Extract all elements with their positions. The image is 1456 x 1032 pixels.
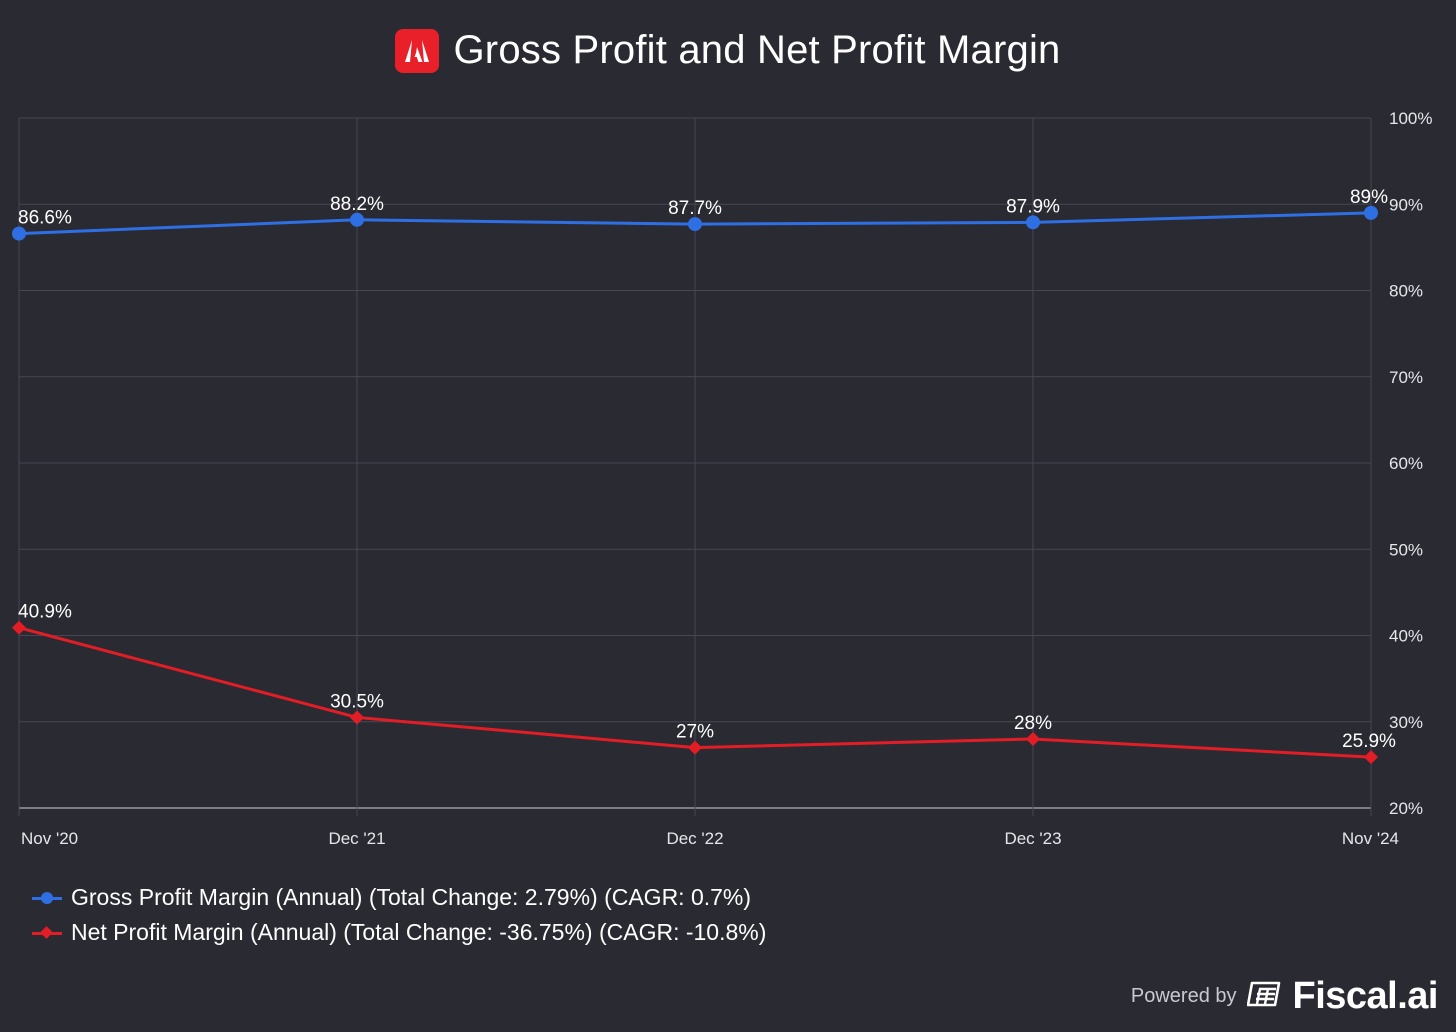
- x-tick-label: Dec '22: [666, 829, 723, 848]
- legend: Gross Profit Margin (Annual) (Total Chan…: [32, 880, 766, 950]
- data-point: [1364, 750, 1378, 765]
- data-labels: 86.6% 88.2% 87.7% 87.9% 89% 40.9% 30.5% 27% 28% 2…: [18, 187, 1396, 752]
- data-label: 27%: [676, 722, 714, 743]
- data-label: 28%: [1014, 713, 1052, 734]
- x-tick-label: Nov '24: [1342, 829, 1399, 848]
- fiscal-ai-logo-icon: [1246, 979, 1283, 1014]
- legend-label-net: Net Profit Margin (Annual) (Total Change…: [71, 919, 767, 945]
- y-tick-label: 60%: [1389, 454, 1423, 473]
- data-point: [12, 226, 26, 241]
- data-label: 88.2%: [330, 194, 384, 215]
- data-point: [688, 217, 702, 232]
- grid-layer: [18, 117, 1372, 816]
- line-chart: 100% 90% 80% 70% 60% 50% 40% 30% 20% Nov '20 Dec '…: [12, 109, 1432, 848]
- y-tick-label: 30%: [1389, 713, 1423, 732]
- data-point: [350, 710, 364, 725]
- data-point: [688, 740, 702, 755]
- y-tick-label: 80%: [1389, 282, 1423, 301]
- data-point: [1026, 215, 1040, 230]
- legend-swatch-net: [32, 925, 62, 939]
- data-point: [350, 212, 364, 227]
- y-tick-label: 90%: [1389, 195, 1423, 214]
- adobe-logo-icon: [395, 28, 440, 73]
- data-point: [12, 620, 26, 635]
- legend-swatch-gross: [32, 891, 62, 904]
- y-tick-label: 50%: [1389, 540, 1423, 559]
- y-tick-label: 100%: [1389, 109, 1432, 128]
- x-tick-label: Nov '20: [21, 829, 78, 848]
- y-tick-label: 70%: [1389, 368, 1423, 387]
- data-label: 25.9%: [1342, 731, 1396, 752]
- data-label: 87.9%: [1006, 196, 1060, 217]
- x-tick-label: Dec '21: [328, 829, 385, 848]
- data-point: [1026, 732, 1040, 746]
- series-layer: [12, 205, 1378, 765]
- data-label: 87.7%: [668, 198, 722, 219]
- legend-item-net[interactable]: Net Profit Margin (Annual) (Total Change…: [32, 915, 766, 950]
- data-label: 89%: [1350, 187, 1388, 208]
- brand-name: Fiscal.ai: [1292, 975, 1439, 1017]
- tick-labels: 100% 90% 80% 70% 60% 50% 40% 30% 20% Nov '20 Dec '…: [21, 109, 1432, 848]
- y-tick-label: 40%: [1389, 627, 1423, 646]
- chart-header: Gross Profit and Net Profit Margin: [0, 28, 1456, 73]
- powered-by-footer: Powered by Fiscal.ai: [1130, 975, 1439, 1018]
- data-label: 30.5%: [330, 691, 384, 712]
- y-tick-label: 20%: [1389, 799, 1423, 818]
- powered-by-text: Powered by: [1130, 985, 1237, 1007]
- data-label: 86.6%: [18, 208, 72, 229]
- x-tick-label: Dec '23: [1004, 829, 1061, 848]
- legend-label-gross: Gross Profit Margin (Annual) (Total Chan…: [71, 884, 752, 910]
- data-label: 40.9%: [18, 602, 72, 623]
- data-point: [1364, 205, 1378, 220]
- chart-title: Gross Profit and Net Profit Margin: [453, 28, 1061, 72]
- legend-item-gross[interactable]: Gross Profit Margin (Annual) (Total Chan…: [32, 880, 766, 915]
